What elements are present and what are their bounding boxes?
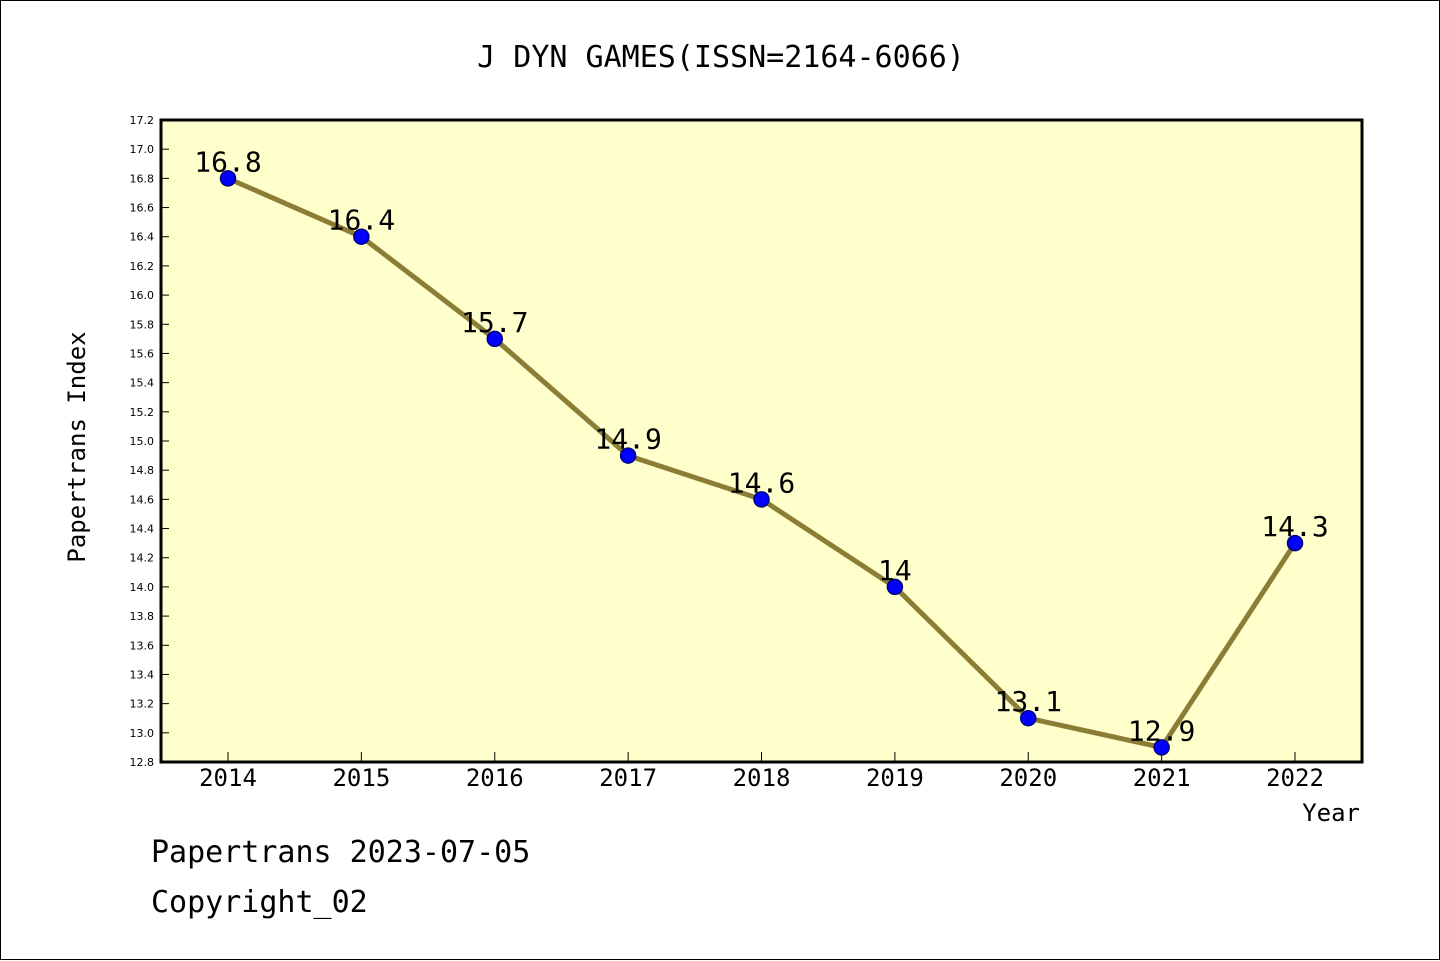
y-axis-label: Papertrans Index [63, 331, 91, 562]
y-tick-label: 16.6 [130, 202, 155, 215]
data-point-marker [886, 578, 904, 596]
y-tick-label: 13.4 [130, 668, 155, 681]
y-tick-label: 16.8 [130, 172, 155, 185]
y-tick-label: 15.0 [130, 435, 155, 448]
data-point-marker [486, 330, 503, 348]
y-tick-label: 16.4 [130, 231, 155, 244]
x-tick-label: 2020 [999, 764, 1057, 792]
data-value-label: 14.3 [1261, 510, 1328, 543]
y-tick-label: 14.4 [130, 523, 155, 536]
plot-area [159, 118, 1364, 764]
y-tick-label: 13.8 [130, 610, 155, 623]
marker-layer [219, 170, 1304, 756]
y-tick-label: 13.2 [130, 698, 155, 711]
data-value-label: 12.9 [1128, 714, 1195, 747]
data-value-label: 16.8 [194, 145, 261, 178]
y-tick-label: 15.4 [130, 377, 155, 390]
y-tick-label: 17.0 [130, 143, 155, 156]
x-tick-label: 2016 [466, 764, 524, 792]
y-tick-label: 14.6 [130, 493, 155, 506]
y-tick-label: 14.0 [130, 581, 155, 594]
data-value-label: 14.9 [594, 423, 661, 456]
data-value-label: 13.1 [995, 685, 1062, 718]
data-point-marker [1153, 739, 1170, 756]
footer-copyright: Copyright_02 [151, 885, 368, 920]
x-tick-label: 2019 [866, 764, 924, 792]
x-tick-label: 2014 [199, 764, 257, 792]
y-tick-label: 17.2 [130, 114, 155, 127]
data-value-label: 15.7 [461, 306, 528, 339]
footer-date: Papertrans 2023-07-05 [151, 835, 531, 870]
data-point-marker [353, 228, 370, 245]
x-tick-label: 2021 [1133, 764, 1191, 792]
y-tick-label: 15.8 [130, 318, 155, 331]
x-tick-label: 2022 [1266, 764, 1324, 792]
data-value-label: 16.4 [328, 204, 395, 237]
x-tick-label: 2017 [599, 764, 657, 792]
chart-title: J DYN GAMES(ISSN=2164-6066) [477, 40, 965, 75]
x-tick-label: 2015 [332, 764, 390, 792]
data-point-marker [1286, 534, 1304, 552]
data-point-marker [1020, 709, 1037, 727]
y-tick-label: 13.0 [130, 727, 155, 740]
data-point-marker [219, 170, 237, 187]
x-axis-label: Year [1302, 799, 1360, 827]
y-tick-label: 14.2 [130, 552, 155, 565]
data-value-label: 14 [878, 554, 912, 587]
y-tick-label: 12.8 [130, 756, 155, 769]
y-tick-label: 16.2 [130, 260, 155, 273]
y-tick-label: 15.6 [130, 347, 155, 360]
y-tick-label: 13.6 [130, 639, 155, 652]
y-tick-label: 16.0 [130, 289, 155, 302]
data-label-layer: 16.8 16.4 15.7 14.9 14.6 14 13.1 12.9 14.3 [194, 145, 1328, 747]
y-axis: 12.8 13.0 13.2 13.4 13.6 13.8 14.0 14.2 14.4 14.6… [130, 114, 169, 769]
x-tick-label: 2018 [733, 764, 791, 792]
y-tick-label: 15.2 [130, 406, 155, 419]
data-point-marker [753, 491, 770, 508]
data-point-marker [619, 447, 637, 464]
y-tick-label: 14.8 [130, 464, 155, 477]
data-value-label: 14.6 [728, 466, 795, 499]
x-axis: 2014 2015 2016 2017 2018 2019 2020 2021 2022 [199, 752, 1324, 792]
